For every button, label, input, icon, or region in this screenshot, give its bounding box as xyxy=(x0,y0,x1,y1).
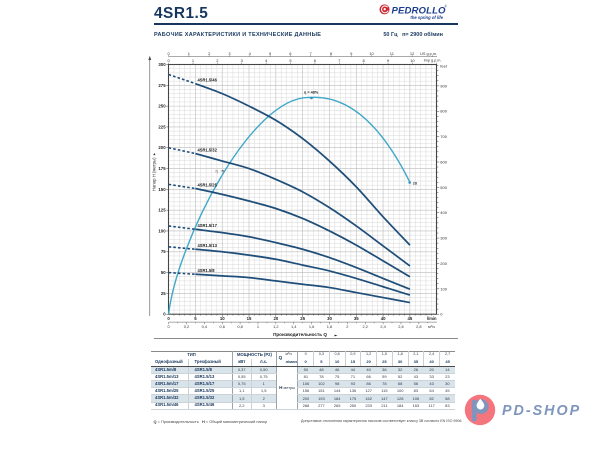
svg-text:1: 1 xyxy=(257,324,259,329)
svg-text:125: 125 xyxy=(158,208,166,213)
svg-text:4: 4 xyxy=(265,58,268,63)
svg-text:м³/ч: м³/ч xyxy=(428,324,435,329)
svg-text:800: 800 xyxy=(440,109,447,114)
svg-text:4: 4 xyxy=(249,51,252,56)
svg-text:1,4: 1,4 xyxy=(291,324,297,329)
svg-text:25: 25 xyxy=(161,291,166,296)
svg-text:2,2: 2,2 xyxy=(362,324,367,329)
svg-text:8: 8 xyxy=(363,58,366,63)
svg-text:11: 11 xyxy=(390,51,395,56)
svg-text:7: 7 xyxy=(310,51,313,56)
svg-text:250: 250 xyxy=(158,104,166,109)
svg-text:7: 7 xyxy=(338,58,341,63)
svg-text:4SR1.5/8: 4SR1.5/8 xyxy=(198,268,216,273)
svg-text:6: 6 xyxy=(314,58,317,63)
svg-text:10: 10 xyxy=(410,58,415,63)
svg-text:the spring of life: the spring of life xyxy=(410,15,443,20)
svg-text:0,6: 0,6 xyxy=(220,324,225,329)
svg-text:0,2: 0,2 xyxy=(184,324,189,329)
svg-text:300: 300 xyxy=(158,62,166,67)
svg-text:100: 100 xyxy=(158,228,166,233)
svg-text:2,4: 2,4 xyxy=(380,324,386,329)
svg-text:2: 2 xyxy=(216,58,219,63)
svg-text:4SR1.5/46: 4SR1.5/46 xyxy=(198,78,218,83)
svg-text:5: 5 xyxy=(194,316,197,321)
svg-text:2: 2 xyxy=(346,324,348,329)
svg-text:25: 25 xyxy=(300,316,305,321)
svg-text:200: 200 xyxy=(440,261,447,266)
svg-text:9: 9 xyxy=(350,51,353,56)
svg-text:75: 75 xyxy=(161,249,166,254)
svg-text:4SR1.5/32: 4SR1.5/32 xyxy=(198,147,218,152)
svg-text:1: 1 xyxy=(188,51,191,56)
svg-text:0: 0 xyxy=(440,312,443,317)
svg-text:4SR1.5/17: 4SR1.5/17 xyxy=(198,223,218,228)
svg-text:0: 0 xyxy=(163,312,166,317)
svg-text:1,8: 1,8 xyxy=(327,324,332,329)
svg-text:225: 225 xyxy=(158,124,166,129)
svg-text:500: 500 xyxy=(440,185,447,190)
svg-text:700: 700 xyxy=(440,134,447,139)
svg-text:200: 200 xyxy=(158,145,166,150)
svg-text:400: 400 xyxy=(440,210,447,215)
svg-text:20: 20 xyxy=(273,316,278,321)
svg-text:10: 10 xyxy=(220,316,225,321)
svg-text:600: 600 xyxy=(440,159,447,164)
svg-text:PD-SHOP: PD-SHOP xyxy=(502,403,581,419)
svg-text:5: 5 xyxy=(289,58,292,63)
svg-text:5: 5 xyxy=(269,51,272,56)
svg-text:2,8: 2,8 xyxy=(416,324,421,329)
svg-text:0: 0 xyxy=(167,51,170,56)
svg-text:2,6: 2,6 xyxy=(398,324,403,329)
svg-text:0,8: 0,8 xyxy=(237,324,242,329)
svg-text:4SR1.5/13: 4SR1.5/13 xyxy=(198,243,218,248)
svg-text:0: 0 xyxy=(168,324,171,329)
svg-text:Производительность Q: Производительность Q xyxy=(273,332,327,337)
svg-text:Imp g.p.m.: Imp g.p.m. xyxy=(424,58,442,62)
svg-text:10: 10 xyxy=(369,51,374,56)
svg-text:40: 40 xyxy=(381,316,386,321)
svg-text:9: 9 xyxy=(387,58,390,63)
svg-text:28: 28 xyxy=(413,182,417,186)
svg-text:8: 8 xyxy=(330,51,333,56)
svg-text:0: 0 xyxy=(167,316,170,321)
svg-text:0,4: 0,4 xyxy=(202,324,208,329)
svg-text:®: ® xyxy=(445,5,448,9)
svg-text:feet: feet xyxy=(440,64,448,69)
svg-text:US g.p.m.: US g.p.m. xyxy=(420,52,437,56)
svg-text:3: 3 xyxy=(241,58,244,63)
svg-text:45: 45 xyxy=(407,316,412,321)
svg-text:1,6: 1,6 xyxy=(309,324,314,329)
svg-text:900: 900 xyxy=(440,83,447,88)
svg-text:η = 48%: η = 48% xyxy=(304,91,319,95)
svg-text:4SR1.5/25: 4SR1.5/25 xyxy=(198,182,218,187)
svg-text:3: 3 xyxy=(228,51,231,56)
svg-text:35: 35 xyxy=(354,316,359,321)
svg-text:0: 0 xyxy=(167,58,170,63)
svg-text:150: 150 xyxy=(158,187,166,192)
svg-text:100: 100 xyxy=(440,286,447,291)
svg-text:η: η xyxy=(216,169,219,174)
svg-text:275: 275 xyxy=(158,83,166,88)
svg-text:1: 1 xyxy=(192,58,195,63)
svg-text:30: 30 xyxy=(327,316,332,321)
svg-text:300: 300 xyxy=(440,236,447,241)
svg-text:2: 2 xyxy=(208,51,211,56)
svg-text:12: 12 xyxy=(410,51,415,56)
svg-text:Напор Н (метры) ▸: Напор Н (метры) ▸ xyxy=(152,153,157,191)
svg-text:PEDROLLO: PEDROLLO xyxy=(392,6,447,17)
svg-text:l/min: l/min xyxy=(427,316,437,321)
svg-text:15: 15 xyxy=(247,316,252,321)
svg-text:6: 6 xyxy=(289,51,292,56)
svg-text:175: 175 xyxy=(158,166,166,171)
svg-text:1,2: 1,2 xyxy=(273,324,278,329)
svg-text:50: 50 xyxy=(161,270,166,275)
